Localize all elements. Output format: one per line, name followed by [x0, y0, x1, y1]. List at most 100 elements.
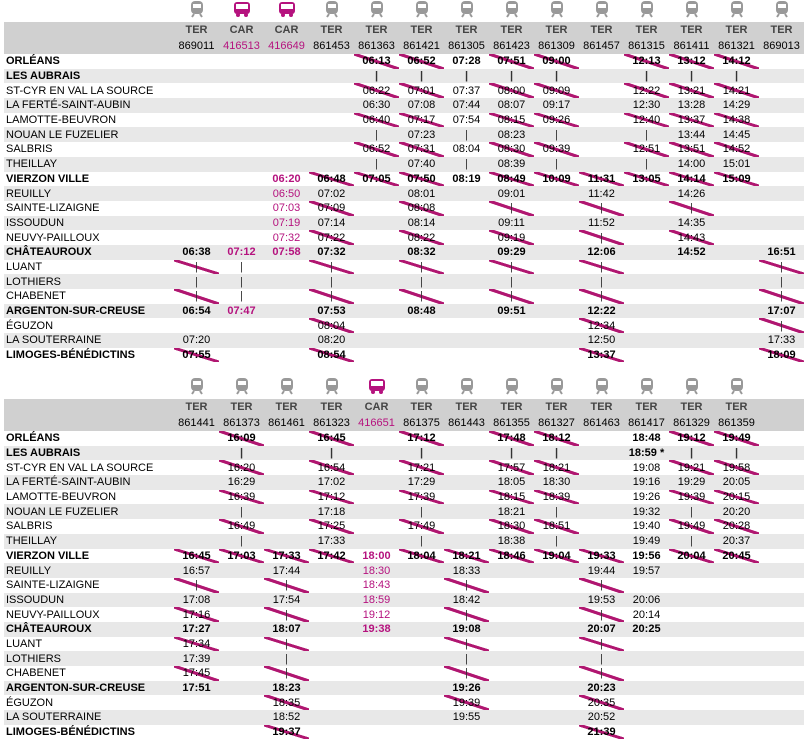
time-cell: | [219, 274, 264, 289]
time-cell: | [354, 156, 399, 172]
empty-cell [399, 680, 444, 696]
train-icon [415, 378, 428, 395]
empty-cell [534, 680, 579, 696]
service-number: 861423 [489, 38, 534, 54]
empty-cell [174, 460, 219, 475]
empty-cell [759, 142, 804, 157]
service-type: TER [489, 399, 534, 415]
empty-cell [399, 563, 444, 578]
time-cell: | [669, 200, 714, 216]
empty-cell [669, 318, 714, 333]
empty-cell [219, 680, 264, 696]
service-type: CAR [219, 22, 264, 38]
empty-cell [174, 98, 219, 113]
time-cell: | [309, 259, 354, 275]
empty-cell [624, 230, 669, 245]
spacer-cell [759, 592, 804, 608]
icon-cell [219, 0, 264, 22]
empty-cell [714, 201, 759, 216]
service-number: 869011 [174, 38, 219, 54]
time-cell: 08:32 [399, 244, 444, 260]
time-cell: | [219, 504, 264, 520]
empty-cell [444, 445, 489, 461]
station-row: ST-CYR EN VAL LA SOURCE 06:22 07:01 07:37 08… [4, 83, 804, 99]
service-number: 861373 [219, 415, 264, 431]
time-cell: 13:12 [669, 54, 714, 69]
time-cell: 08:07 [489, 98, 534, 113]
time-cell: 09:00 [534, 54, 579, 69]
station-name: ST-CYR EN VAL LA SOURCE [6, 461, 154, 474]
empty-cell [714, 260, 759, 275]
empty-cell [174, 68, 219, 84]
time-cell: 07:09 [309, 200, 354, 216]
time-cell: 20:45 [714, 548, 759, 564]
empty-cell [444, 348, 489, 363]
empty-cell [309, 54, 354, 69]
empty-cell [759, 230, 804, 245]
time-cell: 17:44 [264, 563, 309, 578]
time-cell: 08:22 [399, 230, 444, 245]
empty-cell [714, 215, 759, 231]
station-name: SAINTE-LIZAIGNE [6, 579, 100, 592]
time-cell: | [579, 607, 624, 622]
time-cell: 20:28 [714, 519, 759, 534]
empty-cell [444, 274, 489, 289]
time-cell: 18:51 [534, 519, 579, 534]
number-row: 869011 416513 416649 861453 861363 861421 8613… [4, 38, 804, 54]
time-cell: 06:54 [174, 303, 219, 319]
empty-cell [624, 201, 669, 216]
time-cell: 19:38 [354, 621, 399, 637]
time-cell: 08:23 [489, 127, 534, 143]
service-number: 861375 [399, 415, 444, 431]
empty-cell [309, 127, 354, 143]
time-cell: | [399, 289, 444, 304]
empty-cell [624, 637, 669, 652]
empty-cell [444, 460, 489, 475]
service-number: 861321 [714, 38, 759, 54]
time-cell: 17:57 [489, 460, 534, 476]
station-name: CHÂTEAUROUX [4, 621, 174, 637]
train-icon [280, 378, 293, 395]
time-cell: 17:25 [309, 519, 354, 534]
icon-cell [579, 0, 624, 22]
type-row: TER CAR CAR TER TER TER TER TER TER TER TER TER TER T… [4, 22, 804, 38]
time-cell: | [444, 607, 489, 622]
time-cell: 08:15 [489, 112, 534, 128]
time-cell: | [444, 68, 489, 84]
time-cell: 17:27 [174, 621, 219, 637]
service-number: 861359 [714, 415, 759, 431]
time-cell: 07:44 [444, 98, 489, 113]
empty-cell [534, 666, 579, 681]
empty-cell [714, 680, 759, 696]
icon-cell [264, 0, 309, 22]
time-cell: 19:57 [624, 563, 669, 578]
station-name: ST-CYR EN VAL LA SOURCE [6, 84, 154, 97]
train-icon [640, 378, 653, 395]
empty-cell [219, 172, 264, 187]
empty-cell [534, 621, 579, 637]
time-cell: 17:03 [219, 548, 264, 564]
service-type: TER [309, 22, 354, 38]
blank-cell [4, 22, 174, 38]
empty-cell [219, 54, 264, 69]
service-type: TER [399, 399, 444, 415]
empty-cell [444, 230, 489, 245]
time-cell: 08:48 [399, 303, 444, 319]
time-cell: 12:22 [624, 83, 669, 99]
empty-cell [399, 666, 444, 681]
time-cell: | [579, 230, 624, 245]
empty-cell [444, 519, 489, 534]
time-cell: | [240, 260, 243, 273]
empty-cell [444, 260, 489, 275]
empty-cell [714, 725, 759, 740]
empty-cell [624, 333, 669, 348]
empty-cell [309, 725, 354, 740]
train-icon [325, 1, 338, 18]
empty-cell [219, 621, 264, 637]
time-cell: 08:04 [452, 143, 481, 156]
time-cell: 18:23 [264, 680, 309, 696]
empty-cell [264, 348, 309, 363]
empty-cell [444, 475, 489, 490]
spacer-cell [759, 651, 804, 666]
service-type: TER [759, 22, 804, 38]
